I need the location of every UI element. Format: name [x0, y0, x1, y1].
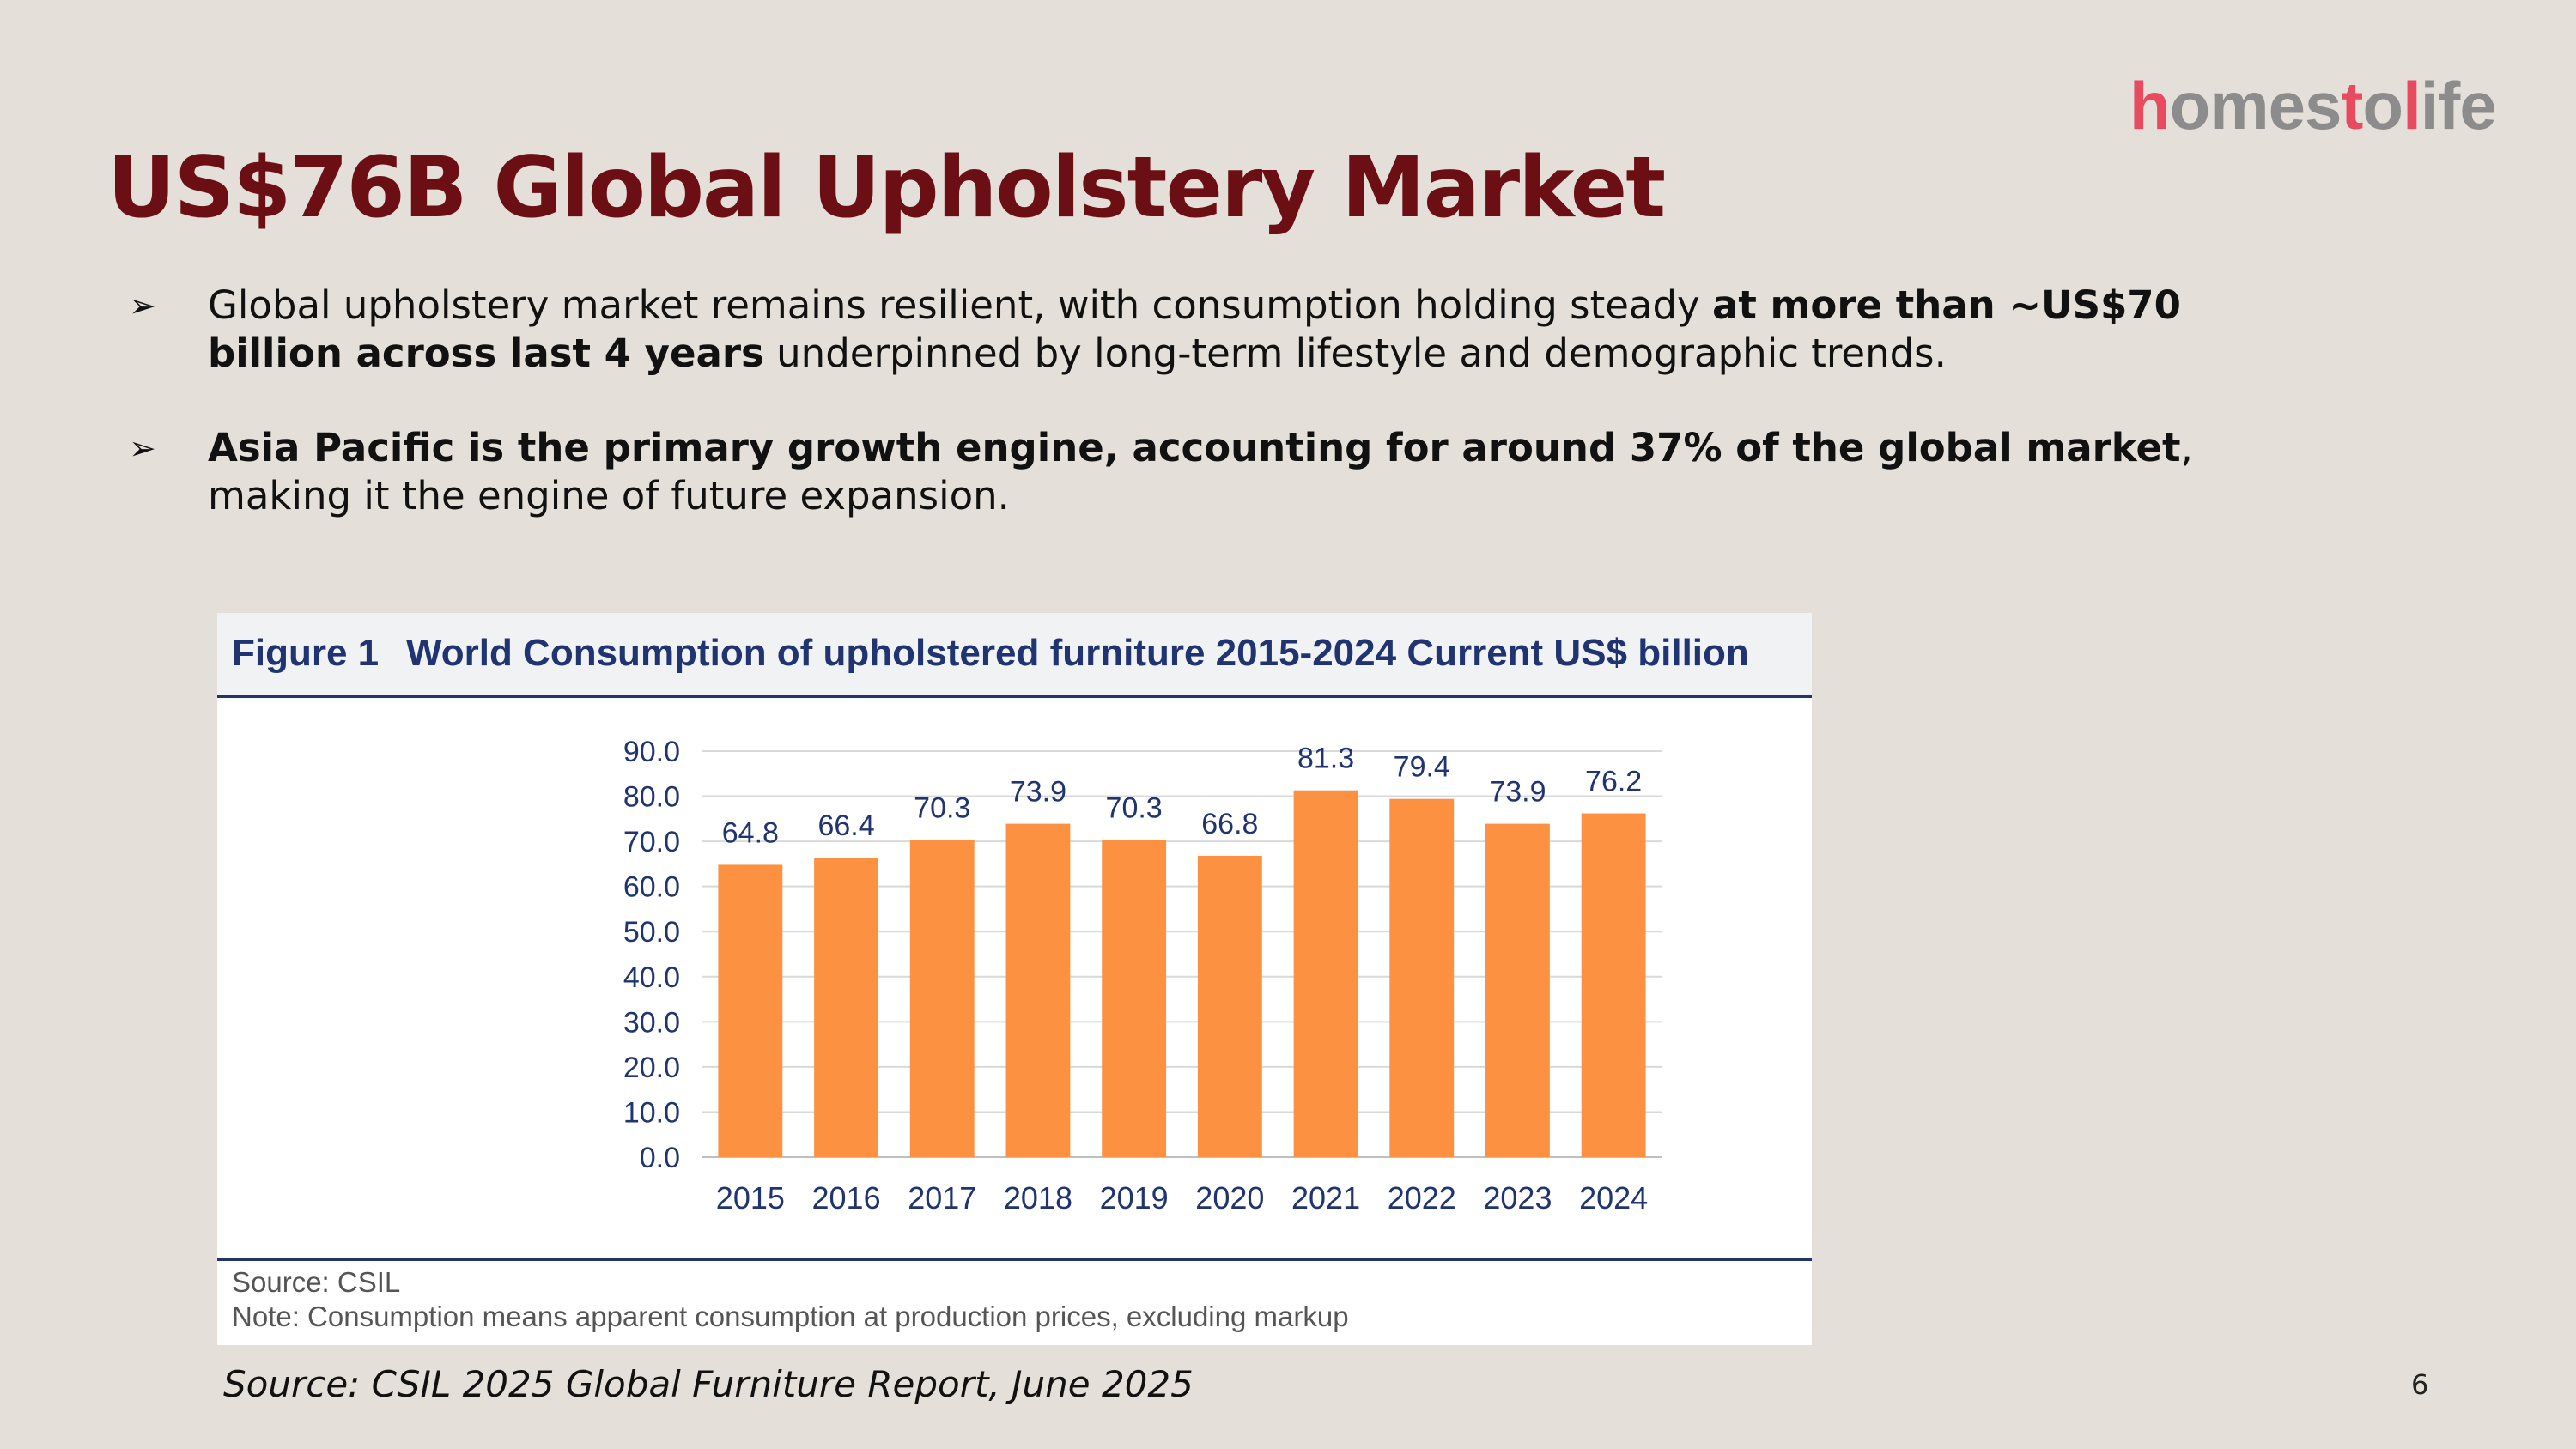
- data-label-2024: 76.2: [1585, 766, 1642, 798]
- y-tick-label: 60.0: [623, 871, 680, 904]
- x-tick-label: 2024: [1579, 1180, 1648, 1216]
- data-label-2017: 70.3: [914, 792, 970, 825]
- x-tick-label: 2018: [1004, 1180, 1072, 1216]
- x-tick-label: 2017: [908, 1180, 976, 1216]
- bar-2018: [1005, 823, 1071, 1157]
- data-label-2023: 73.9: [1489, 776, 1546, 809]
- y-tick-label: 0.0: [640, 1142, 680, 1174]
- data-label-2020: 66.8: [1201, 808, 1258, 840]
- bar-2024: [1581, 813, 1646, 1157]
- homestolife-logo: homestolife: [2129, 68, 2497, 143]
- bullet-1: ➢ Global upholstery market remains resil…: [129, 282, 2327, 378]
- arrow-bullet-icon: ➢: [129, 287, 156, 324]
- y-tick-label: 20.0: [623, 1052, 680, 1084]
- x-tick-label: 2021: [1291, 1180, 1360, 1216]
- bullet-1-text: Global upholstery market remains resilie…: [208, 282, 2181, 376]
- figure-header: Figure 1 World Consumption of upholstere…: [217, 613, 1812, 698]
- page-number: 6: [2411, 1368, 2429, 1401]
- data-label-2016: 66.4: [817, 809, 874, 842]
- y-tick-label: 10.0: [623, 1096, 680, 1129]
- bar-2015: [718, 864, 783, 1157]
- figure-footer: Source: CSIL Note: Consumption means app…: [217, 1258, 1812, 1332]
- bar-2021: [1293, 790, 1358, 1157]
- y-tick-label: 40.0: [623, 961, 680, 994]
- figure-title: World Consumption of upholstered furnitu…: [406, 632, 1749, 674]
- x-tick-label: 2015: [716, 1180, 785, 1216]
- bar-2017: [909, 840, 975, 1157]
- y-tick-label: 50.0: [623, 916, 680, 949]
- x-tick-label: 2022: [1388, 1180, 1456, 1216]
- x-tick-label: 2016: [812, 1180, 881, 1216]
- bar-2022: [1389, 798, 1455, 1157]
- figure-source: Source: CSIL: [232, 1266, 401, 1298]
- page-title: US$76B Global Upholstery Market: [107, 139, 1666, 237]
- y-tick-label: 30.0: [623, 1006, 680, 1039]
- data-label-2018: 73.9: [1010, 776, 1066, 809]
- data-label-2015: 64.8: [722, 816, 779, 849]
- data-label-2022: 79.4: [1394, 751, 1450, 784]
- bar-2016: [814, 858, 878, 1157]
- bar-chart: 0.0 10.0 20.0 30.0 40.0 50.0 60.0 70.0 80.0 90.0 6…: [623, 736, 1662, 1216]
- bullet-2-text: Asia Pacific is the primary growth engin…: [208, 425, 2193, 518]
- y-tick-label: 90.0: [623, 736, 680, 768]
- x-tick-label: 2023: [1483, 1180, 1552, 1216]
- data-label-2021: 81.3: [1297, 743, 1354, 775]
- x-tick-label: 2019: [1100, 1180, 1169, 1216]
- figure-note: Note: Consumption means apparent consump…: [232, 1300, 1349, 1332]
- bar-2020: [1197, 855, 1262, 1157]
- figure-label: Figure 1: [232, 632, 380, 674]
- figure-panel: Figure 1 World Consumption of upholstere…: [217, 613, 1812, 1345]
- x-tick-label: 2020: [1195, 1180, 1264, 1216]
- slide-source: Source: CSIL 2025 Global Furniture Repor…: [223, 1363, 1194, 1405]
- bar-2019: [1102, 840, 1167, 1157]
- bullet-2: ➢ Asia Pacific is the primary growth eng…: [129, 424, 2327, 520]
- data-label-2019: 70.3: [1106, 792, 1163, 825]
- bar-2023: [1485, 823, 1550, 1157]
- arrow-bullet-icon: ➢: [129, 429, 156, 467]
- y-tick-label: 80.0: [623, 781, 680, 814]
- y-tick-label: 70.0: [623, 826, 680, 858]
